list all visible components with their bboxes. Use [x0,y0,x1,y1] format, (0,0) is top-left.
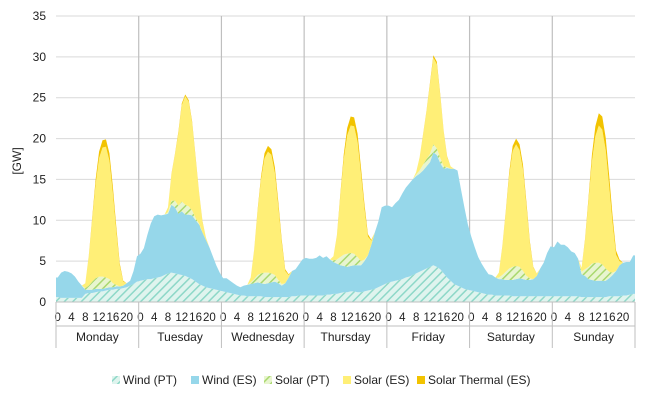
x-tick-label: 12 [506,312,519,324]
legend-label: Solar (ES) [354,373,409,387]
x-tick-label: 12 [175,312,188,324]
legend-label: Solar Thermal (ES) [428,373,530,387]
x-tick-label: 0 [551,312,557,324]
series-area-solar-pt [56,144,635,290]
y-axis-label: [GW] [10,147,24,174]
x-tick-label: 12 [341,312,354,324]
legend-swatch [191,376,199,384]
series-area-wind-es [56,152,635,298]
x-tick-label: 0 [468,312,474,324]
x-tick-label: 4 [68,312,75,324]
x-tick-label: 4 [565,312,572,324]
day-label: Tuesday [157,330,203,344]
y-tick-label: 25 [33,91,47,105]
x-tick-label: 16 [603,312,616,324]
x-tick-label: 4 [316,312,323,324]
series-area-solar-es [56,57,635,289]
x-tick-label: 4 [482,312,489,324]
legend-swatch [264,376,272,384]
y-tick-label: 15 [33,172,47,186]
legend-label: Wind (ES) [202,373,257,387]
x-tick-label: 8 [248,312,254,324]
legend: Wind (PT) Wind (ES) Solar (PT) Solar (ES) So… [112,373,530,387]
legend-swatch [112,376,120,384]
x-tick-label: 20 [617,312,630,324]
day-label: Sunday [573,330,614,344]
legend-label: Solar (PT) [275,373,330,387]
x-tick-label: 0 [220,312,226,324]
day-label: Friday [412,330,445,344]
day-label: Saturday [487,330,535,344]
x-tick-label: 16 [106,312,119,324]
legend-swatch [417,376,425,384]
x-tick-label: 12 [424,312,437,324]
day-label: Monday [76,330,119,344]
x-tick-label: 16 [189,312,202,324]
x-tick-label: 16 [355,312,368,324]
x-tick-label: 0 [385,312,391,324]
y-tick-label: 10 [33,213,47,227]
day-label: Thursday [320,330,370,344]
x-tick-label: 8 [82,312,88,324]
y-tick-label: 5 [39,254,46,268]
x-tick-label: 20 [368,312,381,324]
x-tick-label: 4 [234,312,241,324]
x-tick-label: 12 [258,312,271,324]
x-tick-label: 8 [413,312,419,324]
x-tick-label: 8 [496,312,502,324]
y-tick-label: 30 [33,50,47,64]
y-tick-label: 35 [33,9,47,23]
series-area-wind-pt [56,265,635,302]
x-tick-label: 20 [120,312,133,324]
x-tick-label: 0 [55,312,61,324]
legend-label: Wind (PT) [123,373,177,387]
x-tick-label: 12 [93,312,106,324]
x-tick-label: 8 [330,312,336,324]
x-tick-label: 8 [578,312,584,324]
x-tick-label: 20 [203,312,216,324]
x-tick-label: 20 [534,312,547,324]
x-tick-label: 0 [303,312,309,324]
x-tick-label: 8 [165,312,171,324]
x-tick-label: 4 [151,312,158,324]
legend-swatch [343,376,351,384]
day-label: Wednesday [231,330,294,344]
x-tick-label: 20 [451,312,464,324]
x-tick-label: 12 [589,312,602,324]
x-tick-label: 16 [520,312,533,324]
y-tick-label: 0 [39,295,46,309]
stacked-areas [56,55,635,302]
x-tick-label: 0 [137,312,143,324]
x-tick-label: 16 [437,312,450,324]
x-tick-label: 4 [399,312,406,324]
x-tick-label: 20 [286,312,299,324]
y-tick-label: 20 [33,132,47,146]
x-tick-label: 16 [272,312,285,324]
